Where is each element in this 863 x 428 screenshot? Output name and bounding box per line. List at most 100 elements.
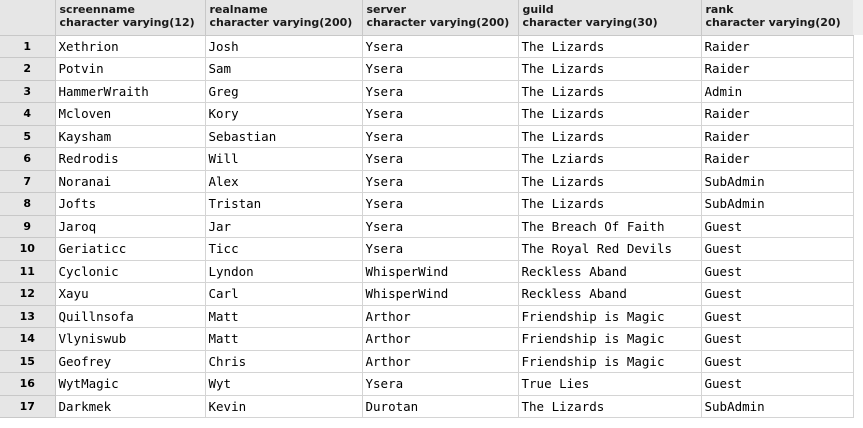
cell-rank[interactable]: Guest	[701, 350, 854, 373]
cell-rank[interactable]: Guest	[701, 372, 854, 396]
column-header-rank[interactable]: rank character varying(20)	[701, 0, 854, 36]
row-number[interactable]: 8	[0, 192, 56, 216]
cell-realname[interactable]: Will	[205, 147, 363, 171]
cell-screenname[interactable]: Vlyniswub	[55, 327, 206, 351]
column-header-guild[interactable]: guild character varying(30)	[518, 0, 702, 36]
row-number[interactable]: 14	[0, 327, 56, 351]
table-row[interactable]: 12 Xayu Carl WhisperWind Reckless Aband Guest	[0, 282, 854, 306]
cell-rank[interactable]: Guest	[701, 282, 854, 306]
row-number[interactable]: 5	[0, 125, 56, 148]
cell-guild[interactable]: The Lizards	[518, 102, 702, 126]
cell-realname[interactable]: Ticc	[205, 237, 363, 261]
cell-guild[interactable]: True Lies	[518, 372, 702, 396]
cell-realname[interactable]: Matt	[205, 305, 363, 328]
row-number[interactable]: 9	[0, 215, 56, 238]
row-number[interactable]: 3	[0, 80, 56, 103]
cell-guild[interactable]: Friendship is Magic	[518, 327, 702, 351]
row-number[interactable]: 2	[0, 57, 56, 81]
cell-guild[interactable]: The Lizards	[518, 57, 702, 81]
cell-screenname[interactable]: Potvin	[55, 57, 206, 81]
cell-screenname[interactable]: Xayu	[55, 282, 206, 306]
table-row[interactable]: 17 Darkmek Kevin Durotan The Lizards SubAdmin	[0, 395, 854, 418]
cell-realname[interactable]: Alex	[205, 170, 363, 193]
cell-server[interactable]: Ysera	[362, 80, 519, 103]
cell-rank[interactable]: Raider	[701, 125, 854, 148]
cell-guild[interactable]: The Breach Of Faith	[518, 215, 702, 238]
cell-guild[interactable]: Reckless Aband	[518, 260, 702, 283]
cell-guild[interactable]: The Lizards	[518, 35, 702, 58]
cell-rank[interactable]: SubAdmin	[701, 192, 854, 216]
cell-server[interactable]: Ysera	[362, 372, 519, 396]
table-row[interactable]: 9 Jaroq Jar Ysera The Breach Of Faith Guest	[0, 215, 854, 238]
cell-rank[interactable]: Admin	[701, 80, 854, 103]
cell-server[interactable]: Ysera	[362, 35, 519, 58]
row-number[interactable]: 7	[0, 170, 56, 193]
cell-server[interactable]: Durotan	[362, 395, 519, 418]
row-number[interactable]: 12	[0, 282, 56, 306]
cell-realname[interactable]: Chris	[205, 350, 363, 373]
cell-realname[interactable]: Sam	[205, 57, 363, 81]
cell-screenname[interactable]: Geriaticc	[55, 237, 206, 261]
cell-screenname[interactable]: Jofts	[55, 192, 206, 216]
cell-guild[interactable]: Reckless Aband	[518, 282, 702, 306]
cell-guild[interactable]: The Lizards	[518, 80, 702, 103]
table-row[interactable]: 16 WytMagic Wyt Ysera True Lies Guest	[0, 372, 854, 396]
table-row[interactable]: 2 Potvin Sam Ysera The Lizards Raider	[0, 57, 854, 81]
column-header-screenname[interactable]: screenname character varying(12)	[55, 0, 206, 36]
cell-screenname[interactable]: Noranai	[55, 170, 206, 193]
cell-realname[interactable]: Jar	[205, 215, 363, 238]
table-row[interactable]: 11 Cyclonic Lyndon WhisperWind Reckless Aban…	[0, 260, 854, 283]
cell-screenname[interactable]: WytMagic	[55, 372, 206, 396]
cell-screenname[interactable]: Kaysham	[55, 125, 206, 148]
cell-guild[interactable]: Friendship is Magic	[518, 350, 702, 373]
cell-guild[interactable]: The Lizards	[518, 170, 702, 193]
row-number[interactable]: 16	[0, 372, 56, 396]
cell-screenname[interactable]: Xethrion	[55, 35, 206, 58]
cell-screenname[interactable]: Cyclonic	[55, 260, 206, 283]
cell-server[interactable]: WhisperWind	[362, 282, 519, 306]
cell-realname[interactable]: Kevin	[205, 395, 363, 418]
cell-rank[interactable]: Guest	[701, 260, 854, 283]
cell-rank[interactable]: Guest	[701, 215, 854, 238]
cell-screenname[interactable]: Jaroq	[55, 215, 206, 238]
row-number[interactable]: 10	[0, 237, 56, 261]
cell-rank[interactable]: SubAdmin	[701, 170, 854, 193]
cell-guild[interactable]: The Royal Red Devils	[518, 237, 702, 261]
cell-rank[interactable]: Guest	[701, 327, 854, 351]
cell-realname[interactable]: Kory	[205, 102, 363, 126]
cell-screenname[interactable]: Redrodis	[55, 147, 206, 171]
cell-realname[interactable]: Tristan	[205, 192, 363, 216]
table-row[interactable]: 8 Jofts Tristan Ysera The Lizards SubAdmin	[0, 192, 854, 216]
cell-screenname[interactable]: Geofrey	[55, 350, 206, 373]
cell-server[interactable]: Ysera	[362, 147, 519, 171]
cell-server[interactable]: Ysera	[362, 170, 519, 193]
cell-realname[interactable]: Wyt	[205, 372, 363, 396]
row-number[interactable]: 6	[0, 147, 56, 171]
table-row[interactable]: 10 Geriaticc Ticc Ysera The Royal Red Devils…	[0, 237, 854, 261]
table-row[interactable]: 13 Quillnsofa Matt Arthor Friendship is Magi…	[0, 305, 854, 328]
table-row[interactable]: 4 Mcloven Kory Ysera The Lizards Raider	[0, 102, 854, 126]
cell-guild[interactable]: The Lizards	[518, 192, 702, 216]
cell-realname[interactable]: Greg	[205, 80, 363, 103]
row-number[interactable]: 15	[0, 350, 56, 373]
cell-realname[interactable]: Lyndon	[205, 260, 363, 283]
cell-realname[interactable]: Josh	[205, 35, 363, 58]
row-number[interactable]: 17	[0, 395, 56, 418]
cell-rank[interactable]: Raider	[701, 147, 854, 171]
cell-guild[interactable]: The Lziards	[518, 147, 702, 171]
cell-guild[interactable]: The Lizards	[518, 125, 702, 148]
cell-server[interactable]: Ysera	[362, 102, 519, 126]
table-row[interactable]: 15 Geofrey Chris Arthor Friendship is Magic G…	[0, 350, 854, 373]
cell-screenname[interactable]: HammerWraith	[55, 80, 206, 103]
row-number[interactable]: 4	[0, 102, 56, 126]
row-number[interactable]: 11	[0, 260, 56, 283]
cell-server[interactable]: Arthor	[362, 327, 519, 351]
cell-server[interactable]: WhisperWind	[362, 260, 519, 283]
cell-screenname[interactable]: Quillnsofa	[55, 305, 206, 328]
cell-realname[interactable]: Matt	[205, 327, 363, 351]
cell-rank[interactable]: Raider	[701, 35, 854, 58]
cell-guild[interactable]: The Lizards	[518, 395, 702, 418]
cell-rank[interactable]: Guest	[701, 305, 854, 328]
table-row[interactable]: 14 Vlyniswub Matt Arthor Friendship is Magic…	[0, 327, 854, 351]
cell-screenname[interactable]: Darkmek	[55, 395, 206, 418]
